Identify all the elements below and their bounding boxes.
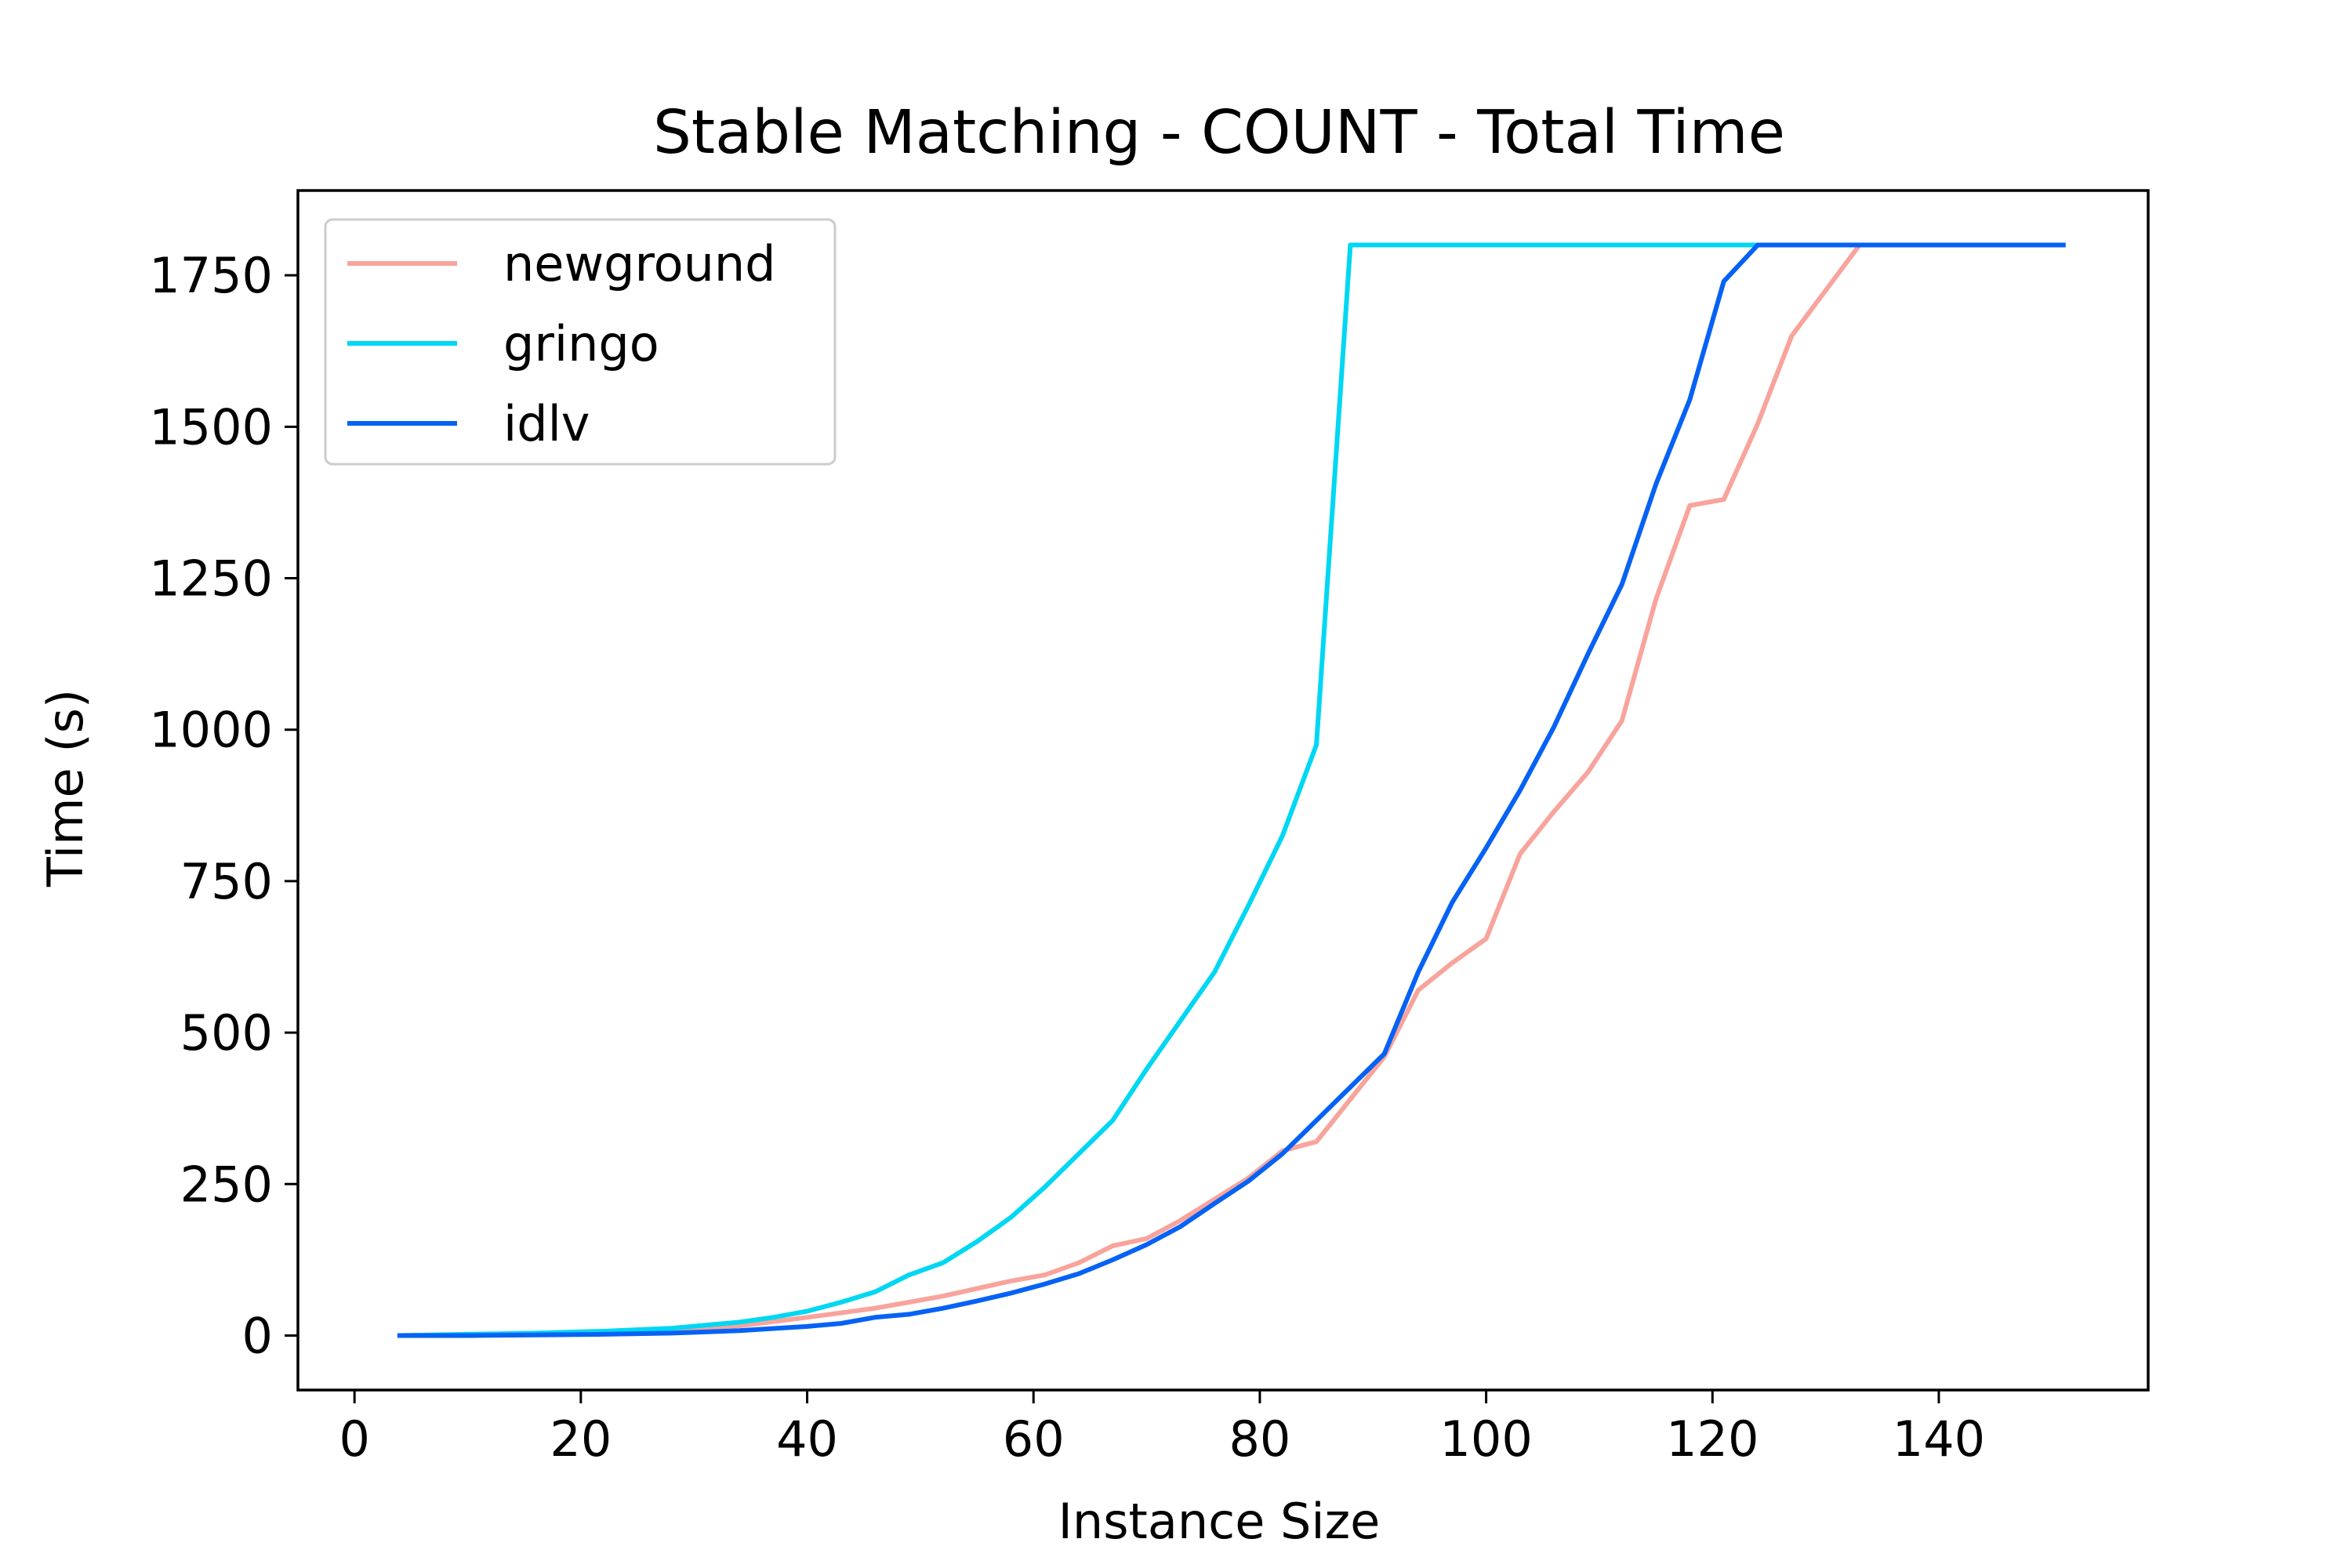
x-tick-label: 60 xyxy=(1003,1410,1065,1468)
x-tick-label: 40 xyxy=(776,1410,838,1468)
y-tick-label: 0 xyxy=(242,1307,273,1364)
y-tick-label: 500 xyxy=(180,1004,273,1062)
x-tick-label: 0 xyxy=(339,1410,369,1468)
legend-label-idlv: idlv xyxy=(503,395,590,452)
series-line-idlv xyxy=(397,242,2066,1338)
plot-frame xyxy=(296,189,2150,1392)
y-tick-label: 1500 xyxy=(149,398,273,456)
x-tick-label: 140 xyxy=(1893,1410,1985,1468)
y-tick-label: 750 xyxy=(180,853,273,910)
chart-title: Stable Matching - COUNT - Total Time xyxy=(653,98,1785,168)
plot-area xyxy=(397,242,2066,1338)
x-tick-label: 20 xyxy=(550,1410,612,1468)
legend-label-newground: newground xyxy=(503,235,776,292)
y-tick-label: 1750 xyxy=(149,247,273,304)
x-tick-label: 80 xyxy=(1229,1410,1290,1468)
y-tick-label: 1250 xyxy=(149,550,273,608)
x-axis-label: Instance Size xyxy=(1058,1493,1381,1550)
axes: 0 20 40 60 80 100 120 140 0 250 500 750 1000 1250 1500… xyxy=(149,189,2150,1468)
y-axis-label: Time (s) xyxy=(37,689,94,887)
legend-box xyxy=(324,218,837,466)
legend: newground gringo idlv xyxy=(324,218,837,466)
x-tick-label: 100 xyxy=(1439,1410,1532,1468)
y-tick-label: 1000 xyxy=(149,702,273,759)
y-tick-label: 250 xyxy=(180,1156,273,1213)
x-tick-label: 120 xyxy=(1666,1410,1759,1468)
legend-label-gringo: gringo xyxy=(503,315,659,372)
